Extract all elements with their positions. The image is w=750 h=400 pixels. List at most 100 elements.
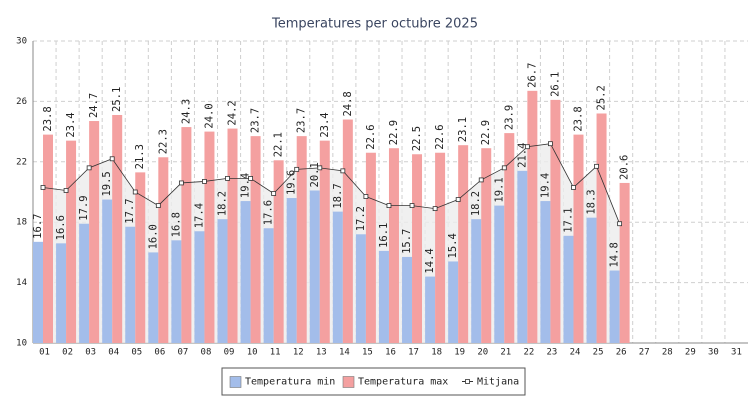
x-tick-label: 11 <box>270 348 281 358</box>
line-point <box>548 141 553 147</box>
y-tick-label: 10 <box>16 339 27 349</box>
data-label: 22.9 <box>480 120 492 145</box>
x-tick-label: 17 <box>408 348 419 358</box>
data-label: 18.3 <box>586 189 598 214</box>
x-tick-label: 28 <box>662 348 673 358</box>
bar <box>250 136 261 343</box>
x-tick-label: 03 <box>85 348 96 358</box>
bar <box>79 223 90 343</box>
line-point <box>132 189 138 195</box>
data-label: 23.7 <box>250 108 262 133</box>
x-tick-label: 10 <box>247 348 258 358</box>
bar <box>481 148 492 343</box>
x-tick-label: 14 <box>339 348 350 358</box>
data-label: 22.6 <box>365 124 377 149</box>
y-tick-label: 26 <box>16 97 27 107</box>
bar <box>365 152 376 343</box>
line-point <box>524 144 530 150</box>
data-label: 23.8 <box>572 106 584 131</box>
bar <box>56 243 67 343</box>
bar <box>448 261 459 343</box>
legend-label: Temperatura max <box>358 377 448 388</box>
legend-label: Temperatura min <box>245 377 335 388</box>
x-tick-label: 04 <box>108 348 119 358</box>
data-label: 23.9 <box>503 105 515 130</box>
bar <box>425 276 436 343</box>
x-tick-label: 19 <box>454 348 465 358</box>
data-label: 16.8 <box>170 212 182 237</box>
x-tick-label: 27 <box>639 348 650 358</box>
data-label: 17.6 <box>263 200 275 225</box>
x-tick-label: 23 <box>547 348 558 358</box>
x-tick-label: 02 <box>62 348 73 358</box>
bar <box>309 190 320 343</box>
bar <box>194 231 205 343</box>
bar <box>342 119 353 344</box>
bar <box>319 140 330 343</box>
data-label: 25.1 <box>111 87 123 112</box>
chart-title: Temperatures per octubre 2025 <box>271 17 478 32</box>
bar <box>286 198 297 343</box>
data-label: 20.6 <box>619 155 631 180</box>
bar <box>504 133 515 343</box>
data-label: 17.2 <box>355 206 367 231</box>
line <box>42 143 620 224</box>
data-label: 23.4 <box>65 112 77 137</box>
bar <box>540 201 551 343</box>
legend-box <box>221 367 526 396</box>
x-tick-label: 25 <box>593 348 604 358</box>
x-tick-label: 30 <box>708 348 719 358</box>
data-label: 23.1 <box>457 117 469 142</box>
line-point <box>617 221 623 227</box>
bar <box>573 134 584 343</box>
line-point <box>155 203 161 208</box>
x-tick-label: 22 <box>523 348 534 358</box>
y-tick-label: 18 <box>16 218 27 228</box>
x-tick-label: 06 <box>154 348 165 358</box>
line-point <box>317 165 323 171</box>
x-tick-label: 09 <box>224 348 235 358</box>
data-label: 24.0 <box>203 103 215 128</box>
data-label: 22.5 <box>411 126 423 151</box>
data-label: 15.7 <box>401 229 413 254</box>
data-label: 14.4 <box>424 248 436 273</box>
data-label: 21.4 <box>516 143 528 168</box>
bar <box>586 217 597 343</box>
line-point <box>271 191 277 196</box>
data-label: 16.7 <box>32 214 44 239</box>
bar <box>158 157 169 343</box>
data-label: 24.2 <box>227 100 239 125</box>
data-label: 26.7 <box>526 63 538 88</box>
data-label: 24.8 <box>342 91 354 116</box>
bar <box>204 131 215 343</box>
line-point <box>178 180 184 186</box>
legend-marker <box>465 379 470 384</box>
legend: Temperatura min Temperatura max Mitjana <box>221 367 526 396</box>
line-point <box>340 168 346 174</box>
bar <box>402 256 413 343</box>
x-tick-label: 21 <box>500 348 511 358</box>
bar <box>378 250 389 343</box>
x-tick-label: 29 <box>685 348 696 358</box>
data-label: 19.1 <box>493 177 505 202</box>
data-label: 22.3 <box>157 129 169 154</box>
legend-label: Mitjana <box>477 377 519 388</box>
line-point <box>225 176 230 181</box>
line-point <box>594 163 599 169</box>
bar <box>263 228 274 343</box>
x-tick-label: 07 <box>177 348 188 358</box>
bar <box>148 252 159 343</box>
line-point <box>248 176 253 181</box>
line-point <box>40 185 46 190</box>
data-label: 21.3 <box>134 144 146 169</box>
x-tick-label: 16 <box>385 348 396 358</box>
bar <box>494 205 505 343</box>
bar <box>458 145 469 343</box>
x-tick-label: 20 <box>477 348 488 358</box>
bar <box>227 128 238 343</box>
x-tick-label: 08 <box>201 348 212 358</box>
data-label: 24.7 <box>88 93 100 118</box>
data-label: 19.5 <box>101 171 113 196</box>
bar <box>181 127 192 343</box>
line-point <box>501 165 507 171</box>
